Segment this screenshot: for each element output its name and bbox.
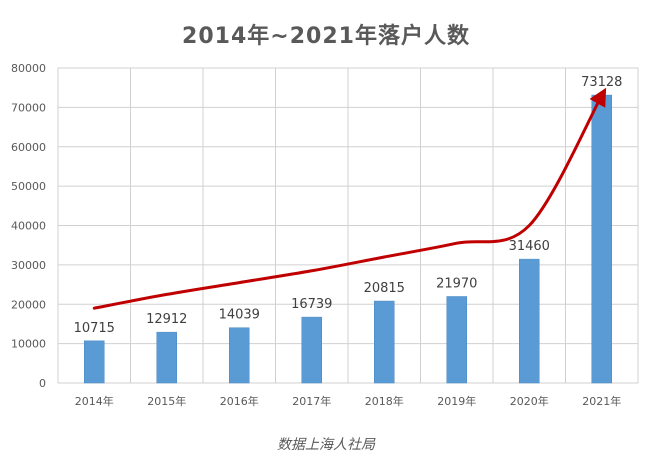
bar-2014年 — [84, 340, 105, 384]
x-tick-label: 2015年 — [147, 394, 186, 408]
data-label: 21970 — [436, 276, 477, 291]
data-label: 73128 — [581, 75, 622, 90]
data-label: 31460 — [509, 239, 550, 254]
y-tick-label: 20000 — [11, 298, 46, 311]
x-tick-label: 2019年 — [437, 394, 476, 408]
data-label: 20815 — [364, 281, 405, 296]
data-label: 12912 — [146, 312, 187, 327]
x-tick-label: 2021年 — [582, 394, 621, 408]
x-tick-label: 2017年 — [292, 394, 331, 408]
labels-layer: 10715 12912 14039 16739 20815 21970 31460 73128 — [74, 75, 623, 336]
y-tick-label: 50000 — [11, 180, 46, 193]
axis-layer: 0 10000 20000 30000 40000 50000 60000 70000 8000… — [11, 62, 621, 408]
bar-2015年 — [156, 331, 177, 384]
y-tick-label: 80000 — [11, 62, 46, 75]
y-tick-label: 10000 — [11, 338, 46, 351]
chart-title: 2014年~2021年落户人数 — [182, 24, 470, 49]
data-label: 10715 — [74, 321, 115, 336]
y-tick-label: 60000 — [11, 141, 46, 154]
x-tick-label: 2016年 — [220, 394, 259, 408]
bar-2021年 — [591, 94, 612, 384]
trend-arrow — [92, 87, 607, 310]
bar-2018年 — [374, 300, 395, 384]
trend-layer — [92, 87, 607, 310]
x-tick-label: 2018年 — [365, 394, 404, 408]
bar-2020年 — [519, 258, 540, 384]
y-tick-label: 40000 — [11, 220, 46, 233]
y-tick-label: 0 — [39, 377, 46, 390]
x-tick-label: 2014年 — [75, 394, 114, 408]
bar-2019年 — [446, 296, 467, 384]
y-tick-label: 70000 — [11, 101, 46, 114]
data-label: 14039 — [219, 308, 260, 323]
source-note: 数据上海人社局 — [277, 437, 375, 453]
bar-2016年 — [229, 327, 250, 384]
x-tick-label: 2020年 — [510, 394, 549, 408]
bar-2017年 — [301, 316, 322, 384]
grid-layer — [57, 67, 639, 384]
y-tick-label: 30000 — [11, 259, 46, 272]
bars-layer — [84, 94, 612, 384]
data-label: 16739 — [291, 297, 332, 312]
